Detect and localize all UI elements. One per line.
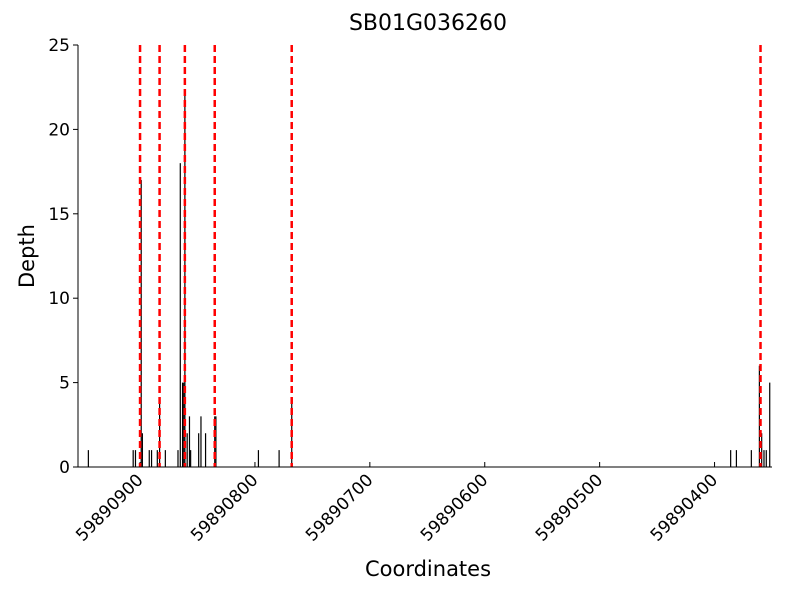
y-tick-label: 15 <box>48 205 70 225</box>
bar <box>769 382 771 467</box>
bar <box>179 163 181 467</box>
bar <box>763 450 765 467</box>
bar <box>750 450 752 467</box>
bar <box>132 450 134 467</box>
bar <box>204 433 207 467</box>
bar <box>735 450 738 467</box>
x-tick-label: 59890700 <box>302 470 377 545</box>
y-axis-label: Depth <box>15 224 39 288</box>
bar <box>186 433 188 467</box>
y-tick-label: 5 <box>59 374 70 394</box>
bar <box>188 416 191 467</box>
bar <box>730 450 732 467</box>
y-tick-label: 25 <box>48 36 70 56</box>
bar <box>200 416 202 467</box>
x-tick-label: 59890500 <box>532 470 607 545</box>
bar <box>765 450 767 467</box>
y-tick-label: 10 <box>48 289 70 309</box>
bar <box>177 450 179 467</box>
bar <box>278 450 280 467</box>
bar <box>181 382 184 467</box>
x-tick-label: 59890800 <box>187 470 262 545</box>
y-tick-label: 20 <box>48 120 70 140</box>
bar <box>134 450 137 467</box>
bar <box>758 365 760 467</box>
bar <box>190 450 192 467</box>
x-tick-label: 59890600 <box>417 470 492 545</box>
x-tick-label: 59890400 <box>647 470 722 545</box>
x-tick-label: 59890900 <box>72 470 147 545</box>
bar <box>257 450 260 467</box>
bar <box>761 433 763 467</box>
bar <box>87 450 89 467</box>
bar <box>164 450 166 467</box>
bar <box>148 450 150 467</box>
bar <box>141 433 143 467</box>
bar <box>156 450 158 467</box>
chart-title: SB01G036260 <box>349 11 507 36</box>
bar <box>198 433 200 467</box>
y-tick-label: 0 <box>59 458 70 478</box>
x-axis-label: Coordinates <box>365 557 491 581</box>
bar <box>150 450 153 467</box>
